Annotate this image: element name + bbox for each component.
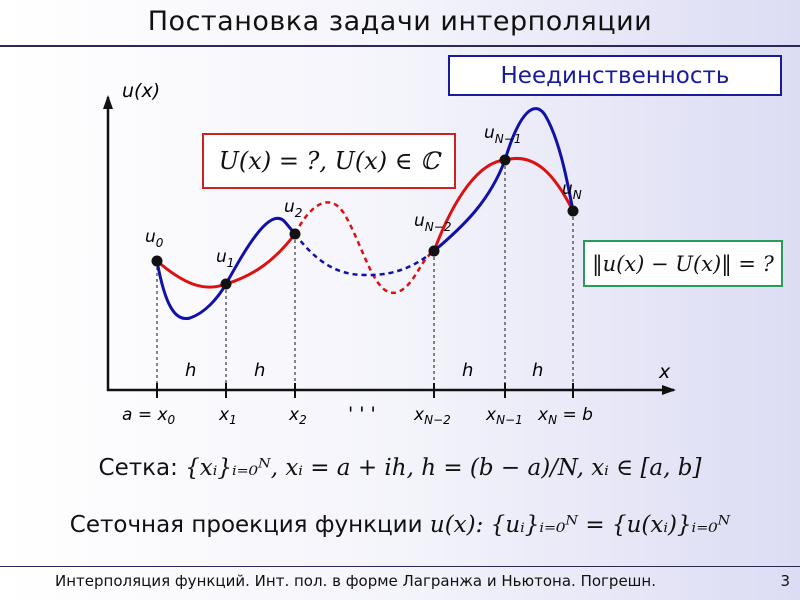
node-x-label: x1 [218,405,237,427]
node-x-label: xN = b [537,405,593,427]
y-axis-label: u(x) [122,80,160,102]
node-point [499,154,511,166]
node-point [567,205,579,217]
node-value-label: uN [562,179,582,202]
question-box: U(x) = ?, U(x) ∈ ℂ [202,133,456,189]
error-box: ‖u(x) − U(x)‖ = ? [583,240,783,287]
grid-label: Сетка: [98,455,178,481]
node-value-label: u0 [145,227,164,250]
step-label: h [462,360,473,381]
projection-formula: u(x): {uᵢ}ᵢ₌₀ᴺ = {u(xᵢ)}ᵢ₌₀ᴺ [429,512,731,538]
step-label: h [254,360,265,381]
x-axis-label: x [658,361,671,383]
node-x-label: xN−1 [485,405,523,427]
page-number: 3 [780,572,790,590]
question-formula: U(x) = ?, U(x) ∈ ℂ [218,147,440,175]
slide-title: Постановка задачи интерполяции [147,6,653,37]
node-value-label: u1 [216,247,234,270]
node-value-label: uN−2 [414,211,451,234]
step-label: h [185,360,196,381]
blue-curve-right [433,107,575,253]
node-point [428,245,440,257]
node-x-label: xN−2 [413,405,451,427]
node-value-label: u2 [284,197,302,220]
red-curve-dashed [293,201,435,295]
step-label: h [532,360,543,381]
grid-formula: {xᵢ}ᵢ₌₀ᴺ, xᵢ = a + ih, h = (b − a)/N, xᵢ… [185,455,702,481]
node-x-label: a = x0 [122,405,176,427]
node-x-label: x2 [288,405,307,427]
blue-curve-left [155,216,297,321]
grid-definition: Сетка: {xᵢ}ᵢ₌₀ᴺ, xᵢ = a + ih, h = (b − a… [0,455,800,481]
node-point [289,228,301,240]
nonuniqueness-label: Неединственность [500,62,730,89]
footer-divider [0,566,800,567]
projection-label: Сеточная проекция функции [69,512,423,538]
footer-text: Интерполяция функций. Инт. пол. в форме … [55,572,656,590]
grid-projection: Сеточная проекция функции u(x): {uᵢ}ᵢ₌₀ᴺ… [0,512,800,538]
title-divider [0,45,800,47]
node-point [151,255,163,267]
node-value-label: uN−1 [484,123,521,146]
blue-curve-dashed [294,233,435,277]
error-formula: ‖u(x) − U(x)‖ = ? [592,251,774,276]
ellipsis: ' ' ' [348,403,376,425]
nonuniqueness-box: Неединственность [448,55,782,96]
node-point [220,278,232,290]
